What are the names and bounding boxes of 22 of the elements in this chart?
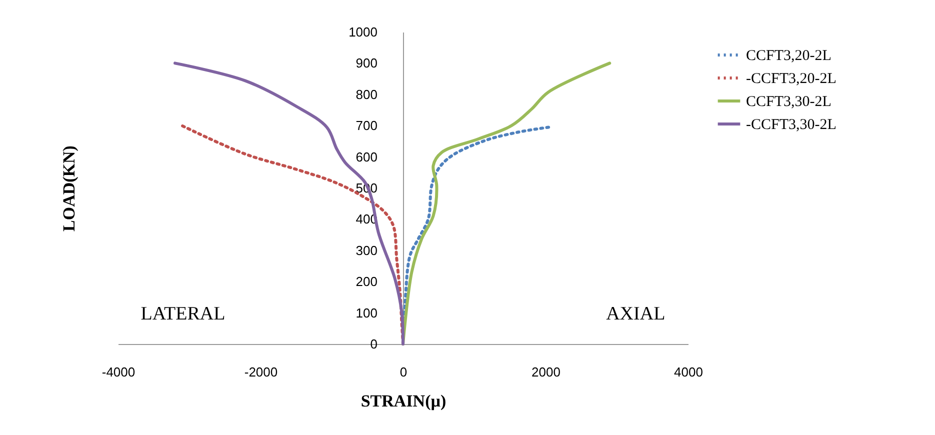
y-tick-label: 700 (356, 118, 378, 134)
legend-label: CCFT3,30-2L (746, 94, 832, 110)
y-tick-label: 900 (356, 56, 378, 71)
legend-label: -CCFT3,30-2L (746, 117, 836, 133)
y-tick-label: 200 (356, 274, 378, 290)
y-tick-label: 800 (356, 86, 378, 102)
legend-label: -CCFT3,20-2L (746, 71, 836, 87)
y-tick-label: 300 (356, 242, 378, 258)
annotation: LATERAL (140, 303, 226, 324)
y-tick-label: 0 (370, 336, 378, 352)
legend-label: CCFT3,20-2L (746, 48, 832, 64)
x-tick-label: -4000 (102, 364, 136, 380)
annotation: AXIAL (606, 303, 666, 324)
x-tick-label: -2000 (244, 364, 278, 380)
y-axis-title: LOAD(KN) (60, 146, 78, 232)
x-tick-label: 4000 (674, 364, 703, 380)
x-tick-label: 0 (400, 364, 408, 380)
x-tick-label: 2000 (532, 364, 560, 380)
y-tick-label: 1000 (348, 24, 378, 40)
y-tick-label: 600 (356, 149, 378, 164)
x-axis-title: STRAIN(µ) (360, 392, 446, 410)
y-tick-label: 100 (356, 305, 378, 320)
